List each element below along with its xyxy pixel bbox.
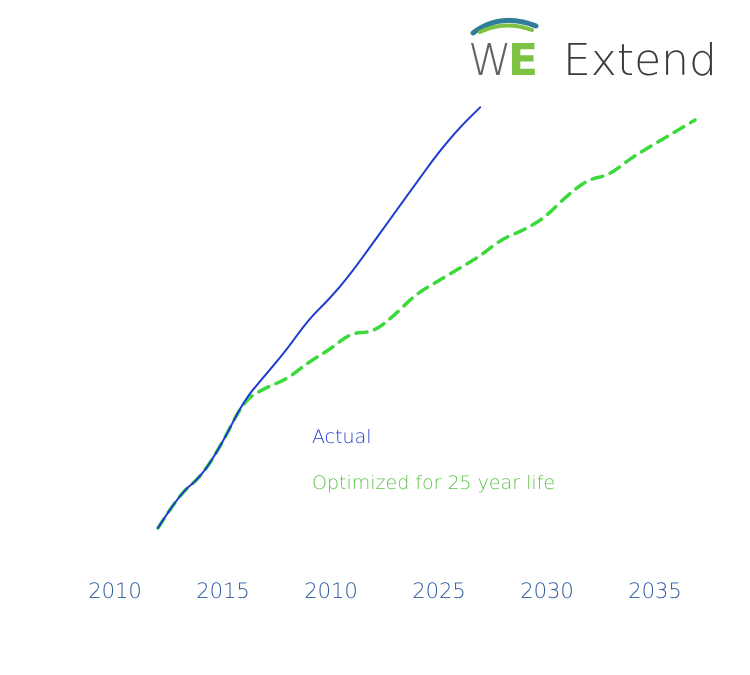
series-line-optimized [156,118,697,530]
x-tick-label: 2010 [304,579,357,603]
logo-w: W [468,35,512,86]
logo-arc-green [478,23,534,34]
x-tick-label: 2035 [628,579,681,603]
logo-extend: Extend [563,35,717,86]
x-axis-ticks: 2010 2015 2010 2025 2030 2035 [88,579,681,603]
series-line-actual [157,106,482,529]
logo-e: E [508,35,538,86]
legend-actual: Actual [312,426,372,448]
x-tick-label: 2015 [196,579,249,603]
x-tick-label: 2025 [412,579,465,603]
logo: W E Extend [468,17,717,86]
series-layer [156,106,697,530]
legend-optimized: Optimized for 25 year life [312,472,555,494]
logo-arc-blue [470,17,539,36]
x-tick-label: 2010 [88,579,141,603]
x-tick-label: 2030 [520,579,573,603]
